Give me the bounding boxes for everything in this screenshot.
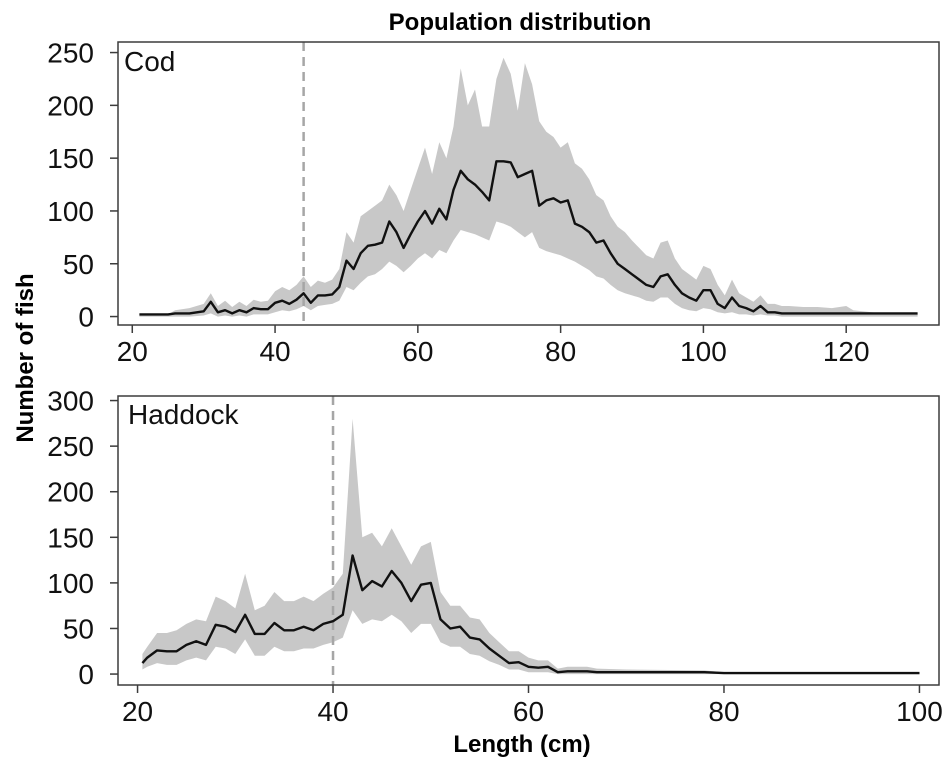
x-tick-label: 20 <box>122 696 153 727</box>
x-tick-label: 60 <box>402 336 433 367</box>
x-tick-label: 100 <box>680 336 727 367</box>
panel-label-cod: Cod <box>124 46 175 77</box>
y-tick-label: 150 <box>47 522 94 553</box>
y-tick-label: 50 <box>63 613 94 644</box>
x-tick-label: 80 <box>545 336 576 367</box>
x-tick-label: 20 <box>117 336 148 367</box>
x-tick-label: 80 <box>708 696 739 727</box>
x-tick-label: 60 <box>513 696 544 727</box>
x-tick-label: 120 <box>823 336 870 367</box>
x-tick-label: 40 <box>259 336 290 367</box>
y-tick-label: 100 <box>47 568 94 599</box>
y-tick-label: 200 <box>47 90 94 121</box>
haddock-panel: Haddock 20 40 60 80 100 0 50 100 150 200 250 300 <box>47 386 943 727</box>
figure-title: Population distribution <box>389 9 652 36</box>
y-tick-label: 0 <box>78 659 94 690</box>
y-tick-label: 250 <box>47 38 94 69</box>
y-tick-label: 300 <box>47 386 94 417</box>
mean-line <box>139 160 918 316</box>
y-tick-label: 50 <box>63 249 94 280</box>
panel-label-haddock: Haddock <box>128 399 240 430</box>
y-tick-label: 200 <box>47 477 94 508</box>
y-axis-label: Number of fish <box>12 273 39 442</box>
x-tick-label: 100 <box>896 696 943 727</box>
range-band <box>142 418 920 675</box>
y-tick-label: 100 <box>47 196 94 227</box>
y-tick-label: 0 <box>78 302 94 333</box>
range-band <box>139 57 918 317</box>
y-tick-label: 250 <box>47 431 94 462</box>
x-axis-label: Length (cm) <box>453 731 590 758</box>
x-tick-label: 40 <box>317 696 348 727</box>
y-tick-label: 150 <box>47 143 94 174</box>
mean-line <box>141 554 920 675</box>
plot-frame <box>117 41 940 326</box>
cod-panel: Cod 20 40 60 80 100 120 0 50 100 150 200 250 <box>47 38 940 367</box>
